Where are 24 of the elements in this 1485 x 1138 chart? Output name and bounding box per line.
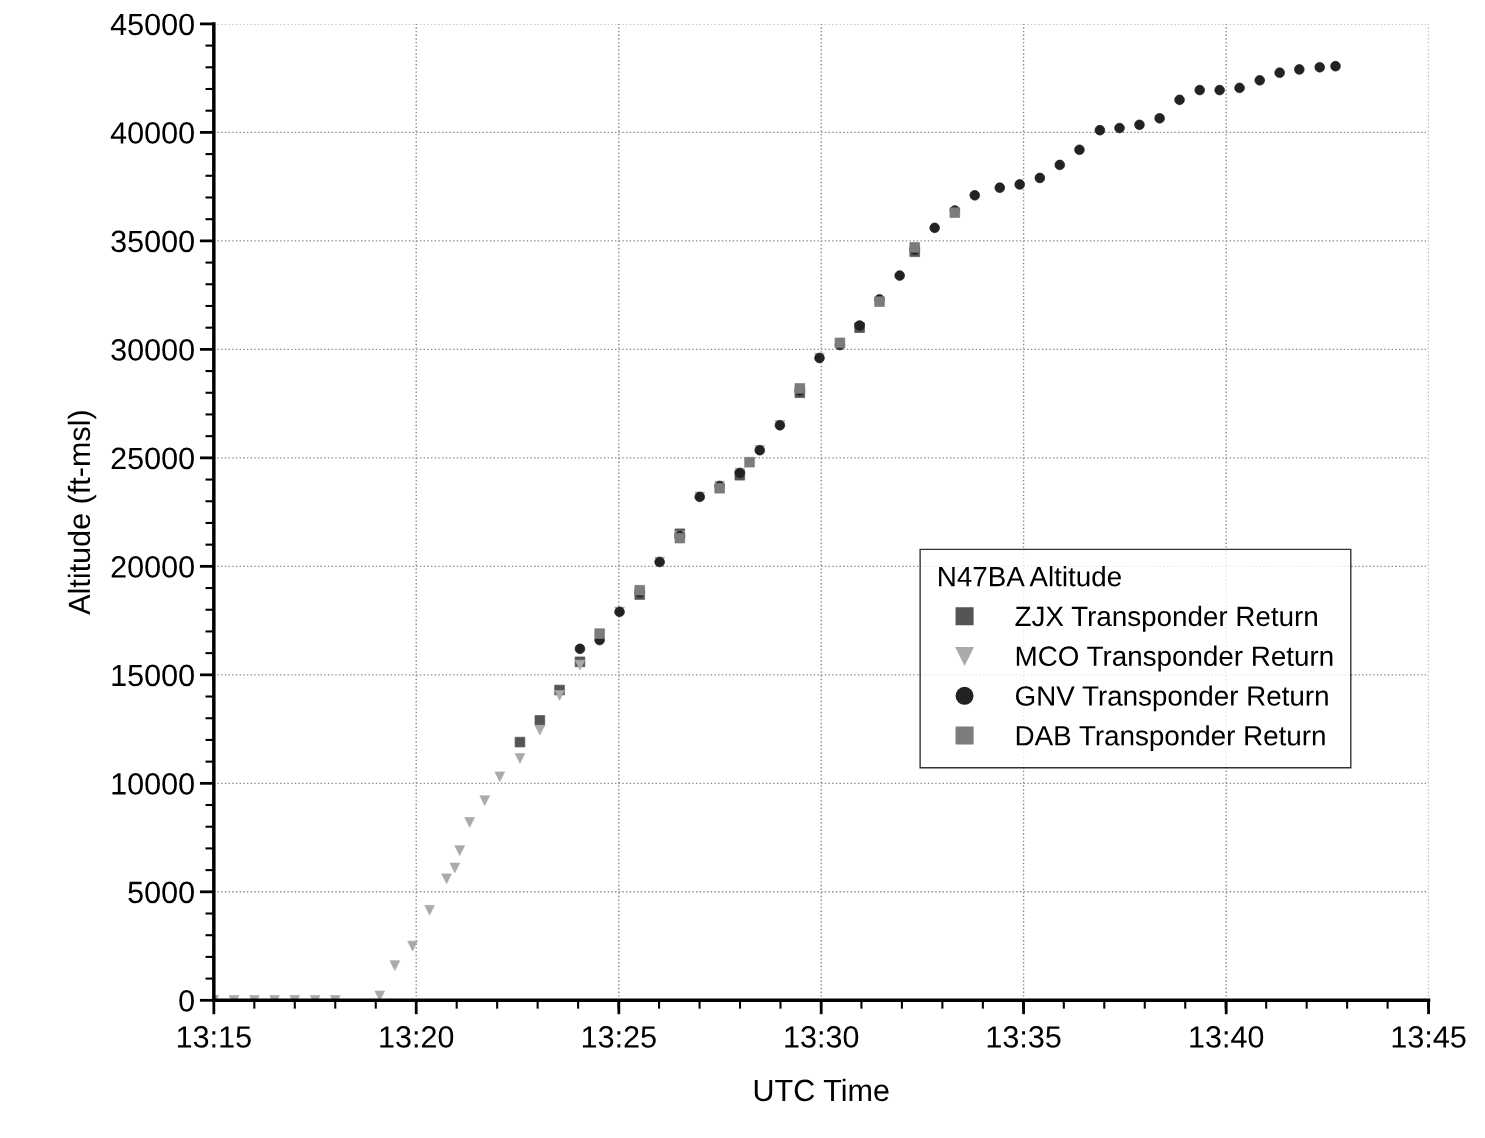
x-tick-label: 13:25 (582, 1026, 656, 1048)
legend-title: N47BA Altitude (939, 566, 1121, 587)
x-axis-title: UTC Time (754, 1078, 889, 1102)
legend-label: ZJX Transponder Return (1015, 605, 1317, 632)
y-tick-label: 5000 (128, 881, 194, 904)
legend-label: DAB Transponder Return (1016, 725, 1325, 752)
y-tick-label: 40000 (110, 122, 194, 144)
x-tick-label: 13:15 (177, 1026, 251, 1048)
legend-label: GNV Transponder Return (1015, 685, 1328, 712)
legend-label: MCO Transponder Return (1016, 645, 1333, 672)
y-tick-label: 0 (179, 990, 194, 1012)
y-tick-label: 45000 (110, 13, 194, 36)
x-tick-label: 13:40 (1190, 1026, 1264, 1048)
y-tick-label: 35000 (111, 230, 194, 253)
x-tick-label: 13:20 (380, 1026, 454, 1048)
y-tick-label: 15000 (112, 664, 194, 687)
y-tick-label: 25000 (111, 447, 194, 470)
x-tick-label: 13:35 (987, 1026, 1061, 1048)
y-tick-label: 10000 (112, 773, 194, 795)
y-axis-title: Altitude (ft-msl) (67, 411, 97, 615)
x-tick-label: 13:45 (1392, 1026, 1466, 1048)
y-tick-label: 30000 (111, 339, 194, 361)
y-tick-label: 20000 (111, 556, 194, 578)
x-tick-label: 13:30 (785, 1026, 859, 1048)
